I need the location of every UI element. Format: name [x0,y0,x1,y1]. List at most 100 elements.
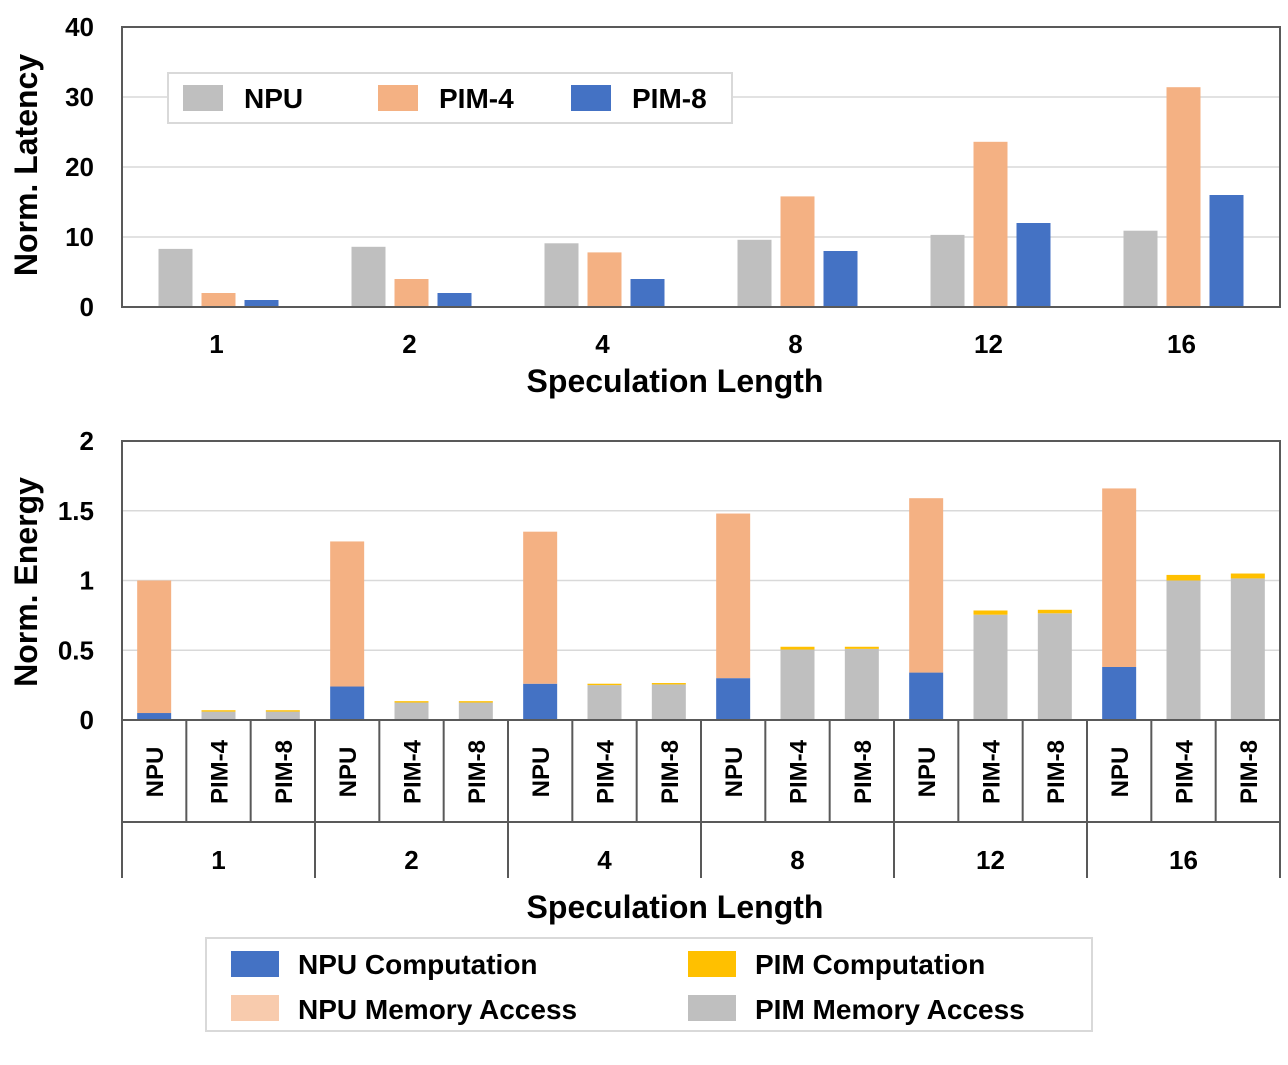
energy-bar-npu-memory-access-2-npu [330,541,365,687]
energy-subcategory-label: NPU [335,747,362,798]
latency-y-tick-label: 20 [65,152,94,182]
energy-bar-pim-memory-access-4-pim-8 [651,684,686,720]
energy-subcategory-label: PIM-8 [271,740,298,804]
legend-label-npu-memory-access: NPU Memory Access [298,994,577,1025]
energy-bar-pim-computation-1-pim-4 [201,710,236,712]
energy-group-label: 16 [1169,845,1198,875]
energy-bar-pim-computation-4-pim-8 [651,683,686,685]
energy-bar-npu-memory-access-12-npu [909,498,944,673]
latency-bar-pim-8-4 [630,279,665,307]
latency-bar-pim-4-1 [201,293,236,307]
energy-subcategory-label: NPU [142,747,169,798]
latency-bar-pim-4-8 [780,196,815,307]
energy-bar-npu-memory-access-1-npu [137,580,172,714]
energy-bar-pim-computation-4-pim-4 [587,683,622,686]
energy-subcategory-label: NPU [1107,747,1134,798]
energy-bar-npu-computation-12-npu [909,672,944,720]
legend-swatch-pim4 [378,85,418,111]
latency-x-tick-label: 4 [595,329,610,359]
energy-bar-pim-memory-access-16-pim-4 [1166,580,1201,720]
legend-label-pim8: PIM-8 [632,83,707,114]
energy-bar-pim-memory-access-8-pim-8 [844,648,879,720]
energy-legend-frame [205,937,1093,1032]
energy-subcategory-label: NPU [528,747,555,798]
energy-bar-pim-computation-16-pim-8 [1230,573,1265,579]
energy-bar-pim-computation-2-pim-4 [394,701,429,703]
energy-bar-npu-memory-access-16-npu [1102,488,1137,667]
energy-y-axis-title: Norm. Energy [8,477,44,687]
legend-swatch-pim8 [571,85,611,111]
energy-bar-pim-memory-access-2-pim-4 [394,702,429,720]
latency-bar-npu-2 [351,246,386,307]
energy-subcategory-label: PIM-8 [1236,740,1263,804]
energy-subcategory-label: NPU [914,747,941,798]
energy-bar-pim-computation-16-pim-4 [1166,574,1201,581]
legend-swatch-pim-computation [688,951,736,977]
energy-x-axis-title: Speculation Length [527,889,824,925]
latency-bar-npu-1 [158,248,193,307]
energy-bar-pim-computation-8-pim-4 [780,646,815,650]
energy-bar-pim-memory-access-12-pim-4 [973,614,1008,720]
legend-swatch-npu-memory-access [231,995,279,1021]
energy-group-label: 1 [211,845,225,875]
energy-bar-npu-computation-1-npu [137,713,172,720]
energy-y-ticks: 0 0.5 1 1.5 2 [58,426,94,735]
energy-subcategory-label: PIM-4 [1172,739,1199,804]
latency-y-tick-label: 40 [65,12,94,42]
latency-bar-npu-8 [737,239,772,307]
energy-legend: NPU Computation PIM Computation NPU Memo… [205,937,1093,1032]
latency-bar-pim-8-12 [1016,223,1051,307]
latency-bar-pim-8-16 [1209,195,1244,307]
legend-label-pim-computation: PIM Computation [755,949,985,980]
energy-subcategory-label: PIM-8 [464,740,491,804]
latency-x-tick-label: 16 [1167,329,1196,359]
energy-y-tick-label: 1.5 [58,496,94,526]
energy-y-tick-label: 1 [80,566,94,596]
latency-x-tick-label: 8 [788,329,802,359]
energy-group-label: 2 [404,845,418,875]
legend-label-npu: NPU [244,83,303,114]
legend-label-npu-computation: NPU Computation [298,949,538,980]
energy-subcategory-label: PIM-8 [1043,740,1070,804]
latency-bar-npu-4 [544,243,579,307]
latency-bar-pim-8-1 [244,300,279,307]
latency-y-tick-label: 0 [80,292,94,322]
latency-x-tick-label: 1 [209,329,223,359]
latency-bar-pim-8-2 [437,293,472,307]
energy-bar-npu-memory-access-8-npu [716,513,751,679]
energy-bar-npu-computation-8-npu [716,678,751,720]
energy-bar-pim-computation-12-pim-8 [1037,609,1072,614]
legend-swatch-npu [183,85,223,111]
legend-swatch-pim-memory-access [688,995,736,1021]
energy-subcategory-label: PIM-4 [786,739,813,804]
legend-label-pim4: PIM-4 [439,83,514,114]
energy-bar-pim-computation-1-pim-8 [265,710,300,712]
energy-bar-pim-memory-access-1-pim-4 [201,711,236,720]
energy-y-tick-label: 2 [80,426,94,456]
energy-subcategory-label: PIM-4 [400,739,427,804]
latency-x-ticks: 1 2 4 8 12 16 [209,329,1196,359]
latency-y-tick-label: 10 [65,222,94,252]
legend-swatch-npu-computation [231,951,279,977]
latency-y-ticks: 0 10 20 30 40 [65,12,94,322]
energy-gridlines [122,510,1280,651]
latency-bar-pim-4-12 [973,141,1008,307]
energy-group-label: 8 [790,845,804,875]
energy-subcategory-label: PIM-4 [593,739,620,804]
latency-bar-pim-8-8 [823,251,858,307]
energy-y-tick-label: 0 [80,705,94,735]
latency-bar-pim-4-16 [1166,87,1201,307]
energy-bars [137,488,1265,720]
latency-legend-frame [167,72,733,124]
energy-subcategory-label: PIM-4 [207,739,234,804]
energy-bar-npu-computation-16-npu [1102,666,1137,720]
energy-bar-npu-computation-2-npu [330,686,365,720]
energy-bar-pim-memory-access-8-pim-4 [780,649,815,720]
latency-y-tick-label: 30 [65,82,94,112]
energy-bar-pim-computation-12-pim-4 [973,610,1008,615]
legend-label-pim-memory-access: PIM Memory Access [755,994,1025,1025]
latency-bar-pim-4-2 [394,279,429,307]
energy-bar-npu-computation-4-npu [523,683,558,720]
